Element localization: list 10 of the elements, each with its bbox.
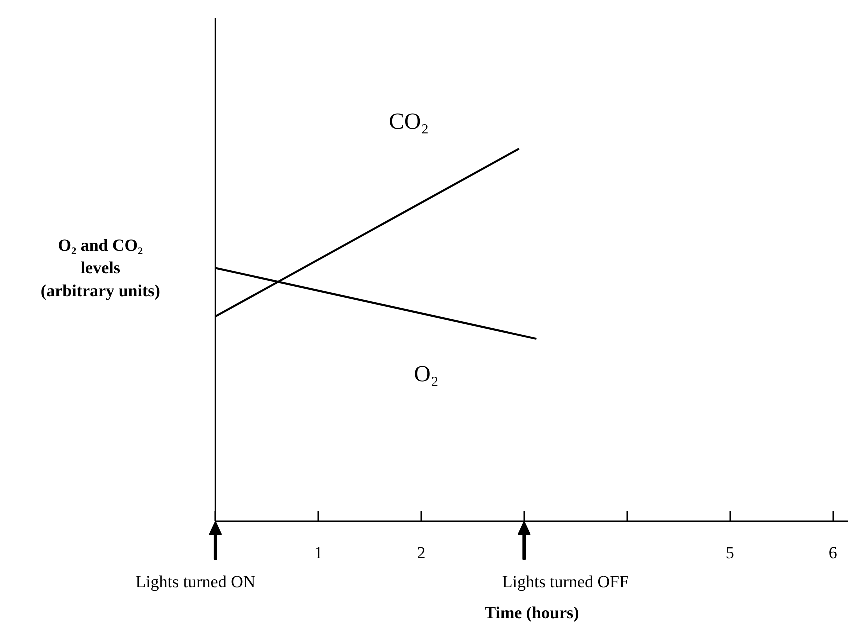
x-tick-label: 1: [314, 544, 323, 563]
y-axis-title: O₂ and CO₂ levels (arbitrary units): [40, 236, 160, 301]
x-axis-title: Time (hours): [484, 604, 580, 622]
x-tick-label: 5: [726, 544, 734, 563]
legend-label: Lights turned ON: [136, 572, 256, 592]
text: CO₂: [389, 109, 430, 134]
ref-line-label: Lights turned OFF: [502, 572, 629, 592]
series-label: O₂: [414, 361, 439, 386]
x-tick-label: 2: [417, 544, 426, 563]
x-tick-label: 6: [828, 544, 838, 563]
